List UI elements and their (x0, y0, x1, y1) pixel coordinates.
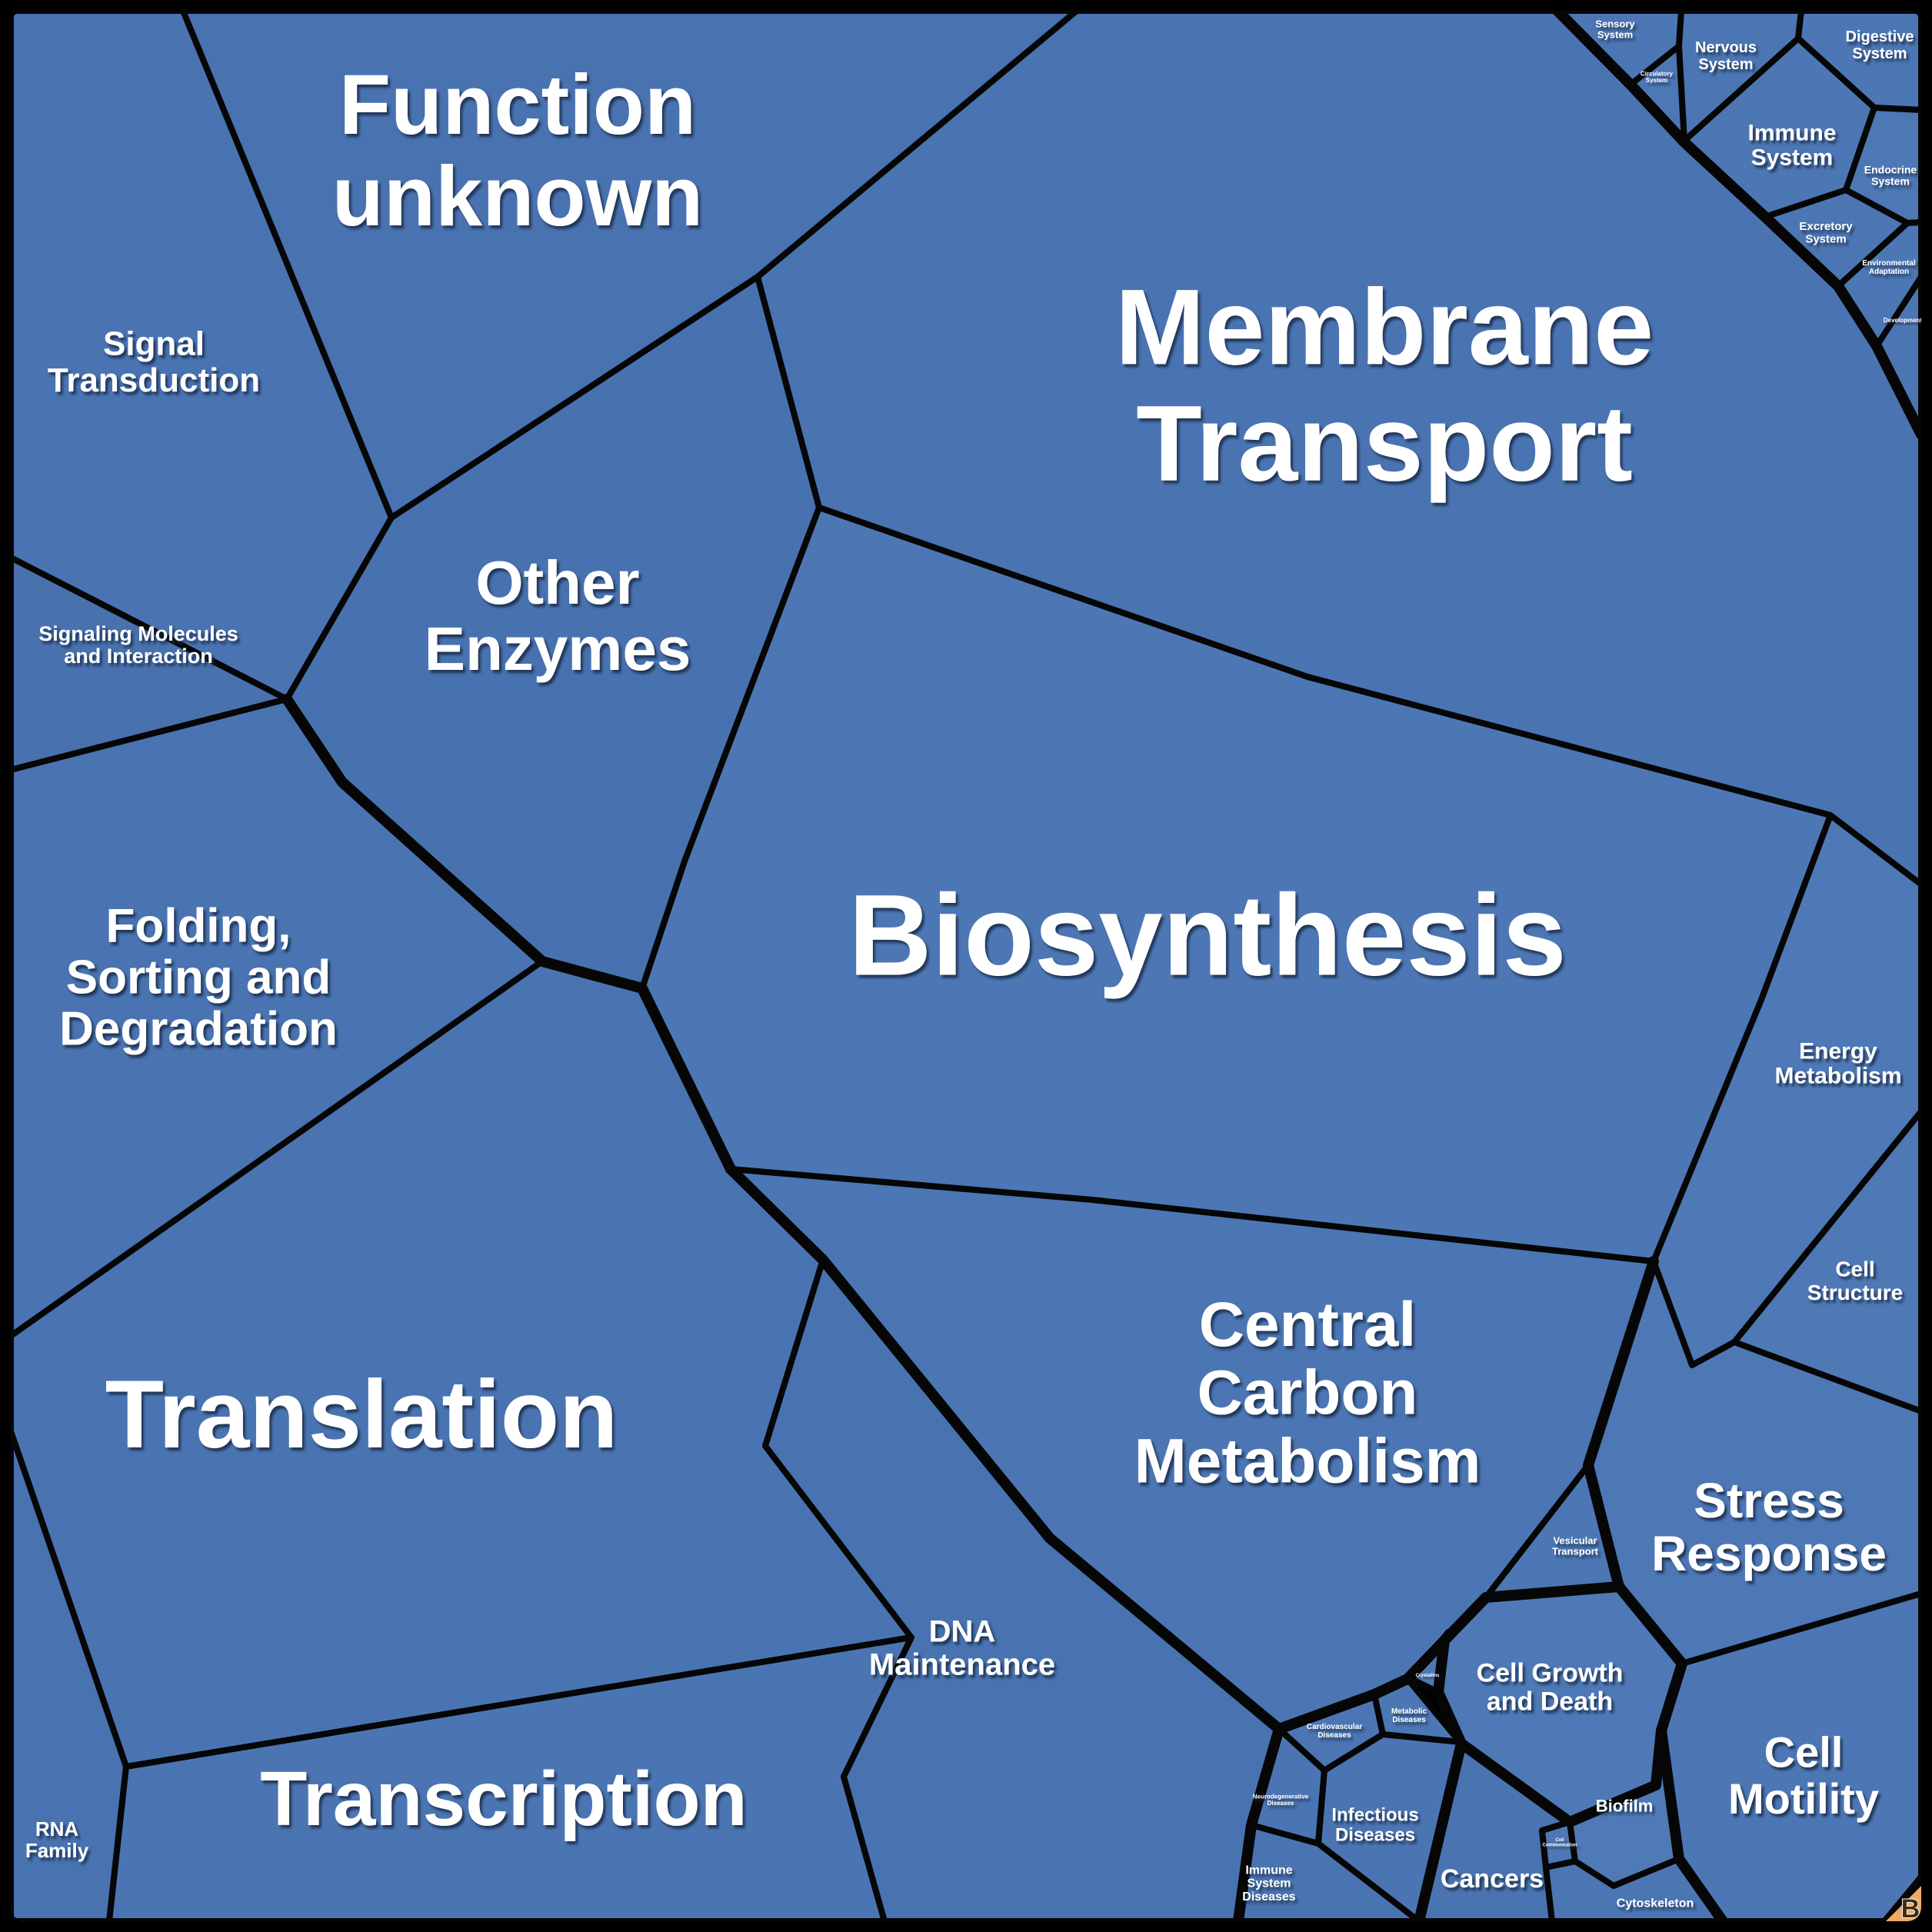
label-excretory-system: Excretory System (1799, 220, 1853, 245)
label-signal-transduction: Signal Transduction (48, 325, 260, 400)
label-metabolic-diseases: Metabolic Diseases (1391, 1707, 1427, 1724)
label-nervous-system: Nervous System (1695, 39, 1757, 73)
label-transcription: Transcription (260, 1756, 747, 1842)
label-vesicular-transport: Vesicular Transport (1552, 1535, 1599, 1557)
label-function-unknown: Function unknown (332, 58, 704, 244)
label-circulatory-system: Circulatory System (1641, 70, 1674, 84)
corner-logo-triangle (1886, 1886, 1921, 1921)
label-biofilm: Biofilm (1596, 1797, 1654, 1816)
label-membrane-transport: Membrane Transport (1115, 266, 1654, 503)
label-digestive-system: Digestive System (1846, 28, 1914, 62)
corner-logo-letter: B (1901, 1894, 1920, 1924)
label-stress-response: Stress Response (1651, 1473, 1887, 1581)
label-cell-communication: Cell Communication (1542, 1838, 1577, 1847)
label-cell-motility: Cell Motility (1728, 1727, 1879, 1822)
group-boundary-8 (537, 956, 736, 1174)
group-boundary-0 (1552, 11, 1921, 440)
label-cytoskeleton: Cytoskeleton (1617, 1897, 1694, 1910)
group-boundary-3 (1414, 1635, 1467, 1921)
label-translation: Translation (105, 1361, 618, 1468)
label-infectious-diseases: Infectious Diseases (1331, 1804, 1418, 1845)
label-signaling-molecules: Signaling Molecules and Interaction (38, 622, 238, 668)
group-boundary-7 (1656, 1725, 1728, 1921)
group-boundary-9 (281, 694, 548, 967)
label-biosynthesis: Biosynthesis (848, 871, 1567, 1000)
label-cardiovascular-diseases: Cardiovascular Diseases (1307, 1723, 1362, 1740)
label-sensory-system: Sensory System (1595, 18, 1635, 41)
cell-rna-family (11, 1428, 129, 1921)
group-boundary-4 (1233, 1724, 1284, 1921)
label-crystallins: Crystallins (1416, 1674, 1440, 1678)
label-cell-growth-and-death: Cell Growth and Death (1477, 1659, 1624, 1717)
label-immune-system: Immune System (1747, 120, 1836, 170)
label-cell-structure: Cell Structure (1807, 1257, 1903, 1304)
label-development: Development (1884, 317, 1923, 324)
group-boundary-5 (1583, 1256, 1687, 1669)
label-central-carbon-metabolism: Central Carbon Metabolism (1134, 1290, 1481, 1496)
group-boundary-1 (725, 1164, 1284, 1734)
label-cancers: Cancers (1441, 1864, 1544, 1894)
group-boundary-6 (1456, 1658, 1687, 1827)
label-folding-sorting-degradation: Folding, Sorting and Degradation (59, 900, 338, 1056)
label-rna-family: RNA Family (25, 1817, 89, 1862)
label-endocrine-system: Endocrine System (1864, 163, 1917, 187)
group-boundary-2 (1274, 1581, 1624, 1734)
label-immune-system-diseases: Immune System Diseases (1242, 1864, 1295, 1904)
label-environmental-adaptation: Environmental Adaptation (1862, 259, 1916, 276)
label-dna-maintenance: DNA Maintenance (869, 1614, 1055, 1681)
label-neurodegenerative-diseases: Neurodegenerative Diseases (1253, 1793, 1309, 1807)
label-other-enzymes: Other Enzymes (425, 548, 691, 683)
label-energy-metabolism: Energy Metabolism (1774, 1038, 1901, 1088)
